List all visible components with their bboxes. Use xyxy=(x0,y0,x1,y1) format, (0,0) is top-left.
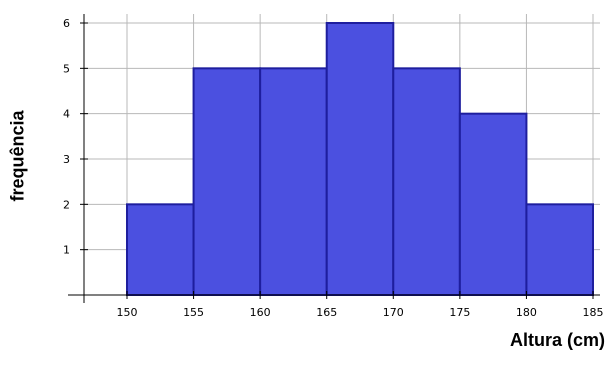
x-tick-label-170: 170 xyxy=(383,306,404,319)
x-tick-label-155: 155 xyxy=(183,306,204,319)
y-tick-label-2: 2 xyxy=(63,198,70,211)
bar-180-185 xyxy=(525,203,595,296)
bars-group xyxy=(126,22,595,297)
x-axis-label: Altura (cm) xyxy=(509,330,605,350)
y-tick-label-5: 5 xyxy=(63,62,70,75)
x-tick-label-175: 175 xyxy=(449,306,470,319)
bar-165-170 xyxy=(325,22,395,296)
y-tick-label-3: 3 xyxy=(63,153,70,166)
bar-155-160 xyxy=(192,67,262,297)
bar-160-165 xyxy=(259,67,328,297)
y-tick-label-1: 1 xyxy=(63,244,70,257)
y-tick-label-4: 4 xyxy=(63,108,70,121)
x-tick-label-165: 165 xyxy=(316,306,337,319)
x-tick-label-160: 160 xyxy=(250,306,271,319)
bar-175-180 xyxy=(458,112,528,296)
y-axis-label: frequência xyxy=(7,110,28,202)
ticks-group: 1 2 3 4 5 6 150 155 160 165 170 175 180 185 xyxy=(63,17,604,319)
bar-150-155 xyxy=(126,203,195,296)
bar-170-175 xyxy=(392,67,461,297)
y-tick-label-6: 6 xyxy=(63,17,70,30)
x-tick-label-180: 180 xyxy=(516,306,537,319)
x-tick-label-150: 150 xyxy=(117,306,138,319)
x-tick-label-185: 185 xyxy=(583,306,604,319)
